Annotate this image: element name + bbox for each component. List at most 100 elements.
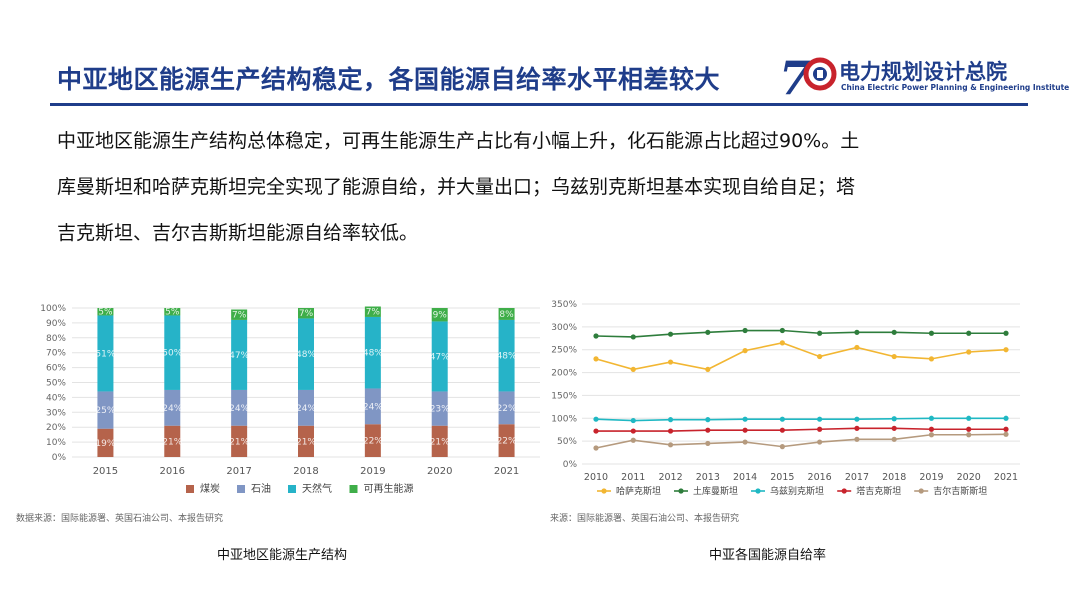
- bar-data-label: 9%: [433, 311, 448, 321]
- data-point: [966, 349, 972, 355]
- charts-canvas: 0% 10% 20% 30% 40% 50% 60% 70% 80% 90% 100% 19% 25% 5…: [40, 300, 1020, 497]
- bar-chart-caption: 中亚地区能源生产结构: [217, 548, 348, 563]
- bar-data-label: 51%: [95, 349, 115, 359]
- self-sufficiency-chart: 0% 50% 100% 150% 200% 250% 300% 350% 2010 2011 201…: [551, 300, 1020, 497]
- series-line: [595, 342, 1007, 371]
- bar-segment: [231, 309, 248, 320]
- data-point: [1003, 330, 1009, 336]
- data-point: [891, 425, 897, 431]
- bar-data-label: 21%: [296, 437, 316, 447]
- bar-segment: [97, 308, 114, 316]
- data-point: [630, 417, 636, 424]
- bar-data-label: 5%: [98, 308, 113, 318]
- y-tick-label: 0%: [52, 453, 67, 463]
- bar-segment: [298, 425, 314, 457]
- x-tick-label: 2019: [360, 466, 385, 477]
- legend-marker: [841, 488, 847, 494]
- data-point: [593, 356, 599, 362]
- data-point: [928, 432, 935, 438]
- data-point: [779, 427, 785, 433]
- x-tick-label: 2015: [770, 472, 794, 483]
- legend-marker: [918, 488, 924, 494]
- data-point: [630, 428, 636, 434]
- legend-label: 煤炭: [200, 482, 220, 495]
- y-tick-label: 300%: [551, 323, 577, 333]
- y-tick-label: 250%: [551, 346, 577, 356]
- bar-segment: [298, 318, 314, 390]
- summary-line: 吉克斯坦、吉尔吉斯斯坦能源自给率较低。: [57, 222, 419, 244]
- legend-marker: [755, 488, 761, 494]
- x-tick-label: 2017: [226, 466, 251, 477]
- legend-swatch: [237, 485, 245, 493]
- logo-70-emblem: 7: [779, 51, 837, 105]
- bar-segment: [498, 319, 515, 392]
- legend-label: 天然气: [302, 482, 332, 495]
- x-tick-label: 2018: [882, 472, 906, 483]
- data-point: [593, 445, 599, 451]
- x-tick-label: 2012: [658, 472, 682, 483]
- y-tick-label: 70%: [46, 349, 66, 359]
- bar-segment: [364, 316, 381, 389]
- data-point: [928, 415, 935, 421]
- bar-segment: [431, 391, 448, 426]
- bar-data-label: 25%: [95, 406, 115, 416]
- y-tick-label: 10%: [46, 438, 66, 448]
- x-tick-label: 2013: [696, 472, 720, 483]
- y-tick-label: 30%: [46, 408, 66, 418]
- legend-marker: [678, 488, 684, 494]
- bar-segment: [97, 428, 114, 457]
- data-point: [854, 329, 860, 335]
- data-point: [854, 425, 860, 431]
- bar-data-label: 22%: [497, 404, 517, 414]
- data-point: [667, 359, 674, 365]
- y-tick-label: 90%: [46, 319, 66, 329]
- y-tick-label: 150%: [551, 391, 577, 401]
- bar-data-label: 47%: [229, 351, 249, 361]
- bar-chart-source: 数据来源：国际能源署、英国石油公司、本报告研究: [16, 514, 224, 524]
- bar-segment: [498, 308, 515, 320]
- x-tick-label: 2011: [621, 472, 645, 483]
- data-point: [667, 442, 674, 448]
- bar-data-label: 24%: [363, 402, 383, 412]
- bar-data-label: 48%: [296, 350, 316, 360]
- bar-data-label: 47%: [430, 352, 450, 362]
- bar-segment: [364, 388, 381, 425]
- data-point: [854, 436, 860, 442]
- y-tick-label: 50%: [557, 437, 577, 447]
- bar-data-label: 23%: [430, 405, 450, 415]
- x-tick-label: 2017: [845, 472, 869, 483]
- data-point: [705, 366, 711, 372]
- bar-data-label: 48%: [363, 349, 383, 359]
- energy-structure-chart: 0% 10% 20% 30% 40% 50% 60% 70% 80% 90% 100% 19% 25% 5…: [40, 304, 540, 495]
- bar-segment: [364, 306, 381, 317]
- bar-data-label: 24%: [229, 404, 249, 414]
- bar-segment: [364, 424, 381, 457]
- bar-data-label: 8%: [499, 310, 514, 320]
- data-point: [928, 356, 935, 362]
- data-point: [742, 439, 748, 445]
- x-tick-label: 2010: [584, 472, 608, 483]
- bar-data-label: 22%: [497, 437, 517, 447]
- bar-segment: [498, 424, 515, 457]
- data-point: [891, 436, 897, 442]
- data-point: [891, 329, 897, 335]
- legend-swatch: [288, 485, 296, 493]
- title-divider: [50, 103, 1028, 106]
- x-tick-label: 2016: [160, 466, 185, 477]
- data-point: [667, 417, 674, 423]
- legend-marker: [601, 488, 607, 494]
- bar-data-label: 50%: [162, 349, 182, 359]
- logo-english-name: China Electric Power Planning & Engineer…: [841, 83, 1070, 92]
- y-tick-label: 50%: [46, 379, 66, 389]
- bar-segment: [164, 315, 181, 390]
- x-tick-label: 2015: [93, 466, 118, 477]
- page-title: 中亚地区能源生产结构稳定，各国能源自给率水平相差较大: [57, 65, 721, 94]
- institute-logo: 7 电力规划设计总院 China Electric Power Planning…: [778, 51, 1069, 105]
- bar-segment: [231, 425, 248, 457]
- summary-paragraph: 中亚地区能源生产结构总体稳定，可再生能源生产占比有小幅上升，化石能源占比超过90…: [57, 118, 1042, 256]
- data-point: [593, 428, 599, 434]
- bar-data-label: 48%: [497, 352, 517, 362]
- data-point: [966, 330, 972, 336]
- bar-segment: [164, 389, 181, 426]
- legend-label: 塔吉克斯坦: [856, 485, 901, 497]
